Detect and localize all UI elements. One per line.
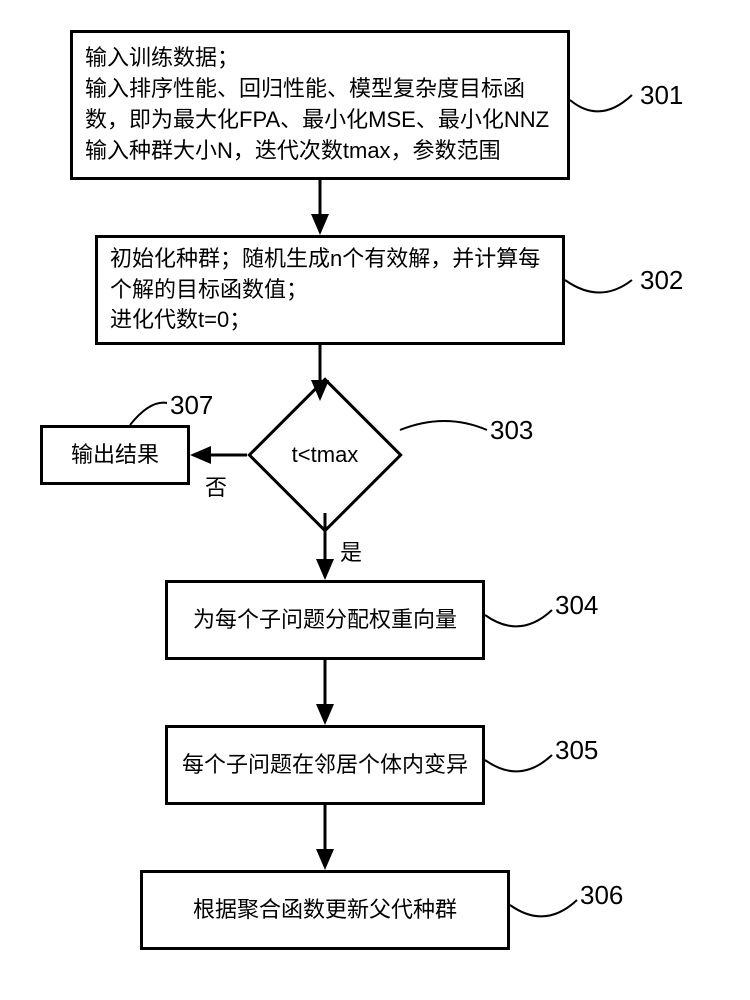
step-init: 初始化种群；随机生成n个有效解，并计算每个解的目标函数值； 进化代数t=0； <box>95 235 565 345</box>
ref-302: 302 <box>640 265 683 296</box>
edge-label-yes: 是 <box>340 535 362 567</box>
text-line: 输入训练数据； <box>85 45 239 70</box>
step-update: 根据聚合函数更新父代种群 <box>140 870 510 950</box>
text-line: 初始化种群；随机生成n个有效解，并计算每个解的目标函数值； <box>110 246 540 302</box>
step-input: 输入训练数据； 输入排序性能、回归性能、模型复杂度目标函数，即为最大化FPA、最… <box>70 30 570 180</box>
ref-303: 303 <box>490 415 533 446</box>
ref-306: 306 <box>580 880 623 911</box>
step-output: 输出结果 <box>40 425 190 485</box>
edge-label-no: 否 <box>205 470 227 502</box>
text-line: 输出结果 <box>71 440 159 471</box>
flowchart-canvas: 输入训练数据； 输入排序性能、回归性能、模型复杂度目标函数，即为最大化FPA、最… <box>0 0 750 1000</box>
ref-305: 305 <box>555 735 598 766</box>
text-line: 输入排序性能、回归性能、模型复杂度目标函数，即为最大化FPA、最小化MSE、最小… <box>85 76 549 132</box>
ref-301: 301 <box>640 80 683 111</box>
text-line: 输入种群大小N，迭代次数tmax，参数范围 <box>85 138 501 163</box>
step-mutation: 每个子问题在邻居个体内变异 <box>165 725 485 805</box>
text-line: 进化代数t=0； <box>110 307 251 332</box>
step-weights: 为每个子问题分配权重向量 <box>165 580 485 660</box>
ref-304: 304 <box>555 590 598 621</box>
text-line: 为每个子问题分配权重向量 <box>193 605 457 636</box>
text-line: 每个子问题在邻居个体内变异 <box>182 750 468 781</box>
text-line: 根据聚合函数更新父代种群 <box>193 895 457 926</box>
ref-307: 307 <box>170 390 213 421</box>
decision-label: t<tmax <box>292 442 359 467</box>
decision-tmax: t<tmax <box>240 400 410 510</box>
